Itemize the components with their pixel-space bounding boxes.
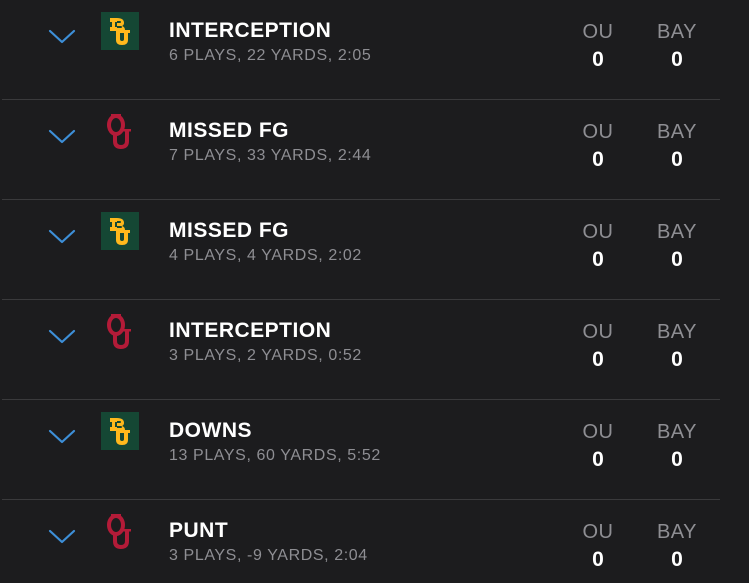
divider [2,499,720,500]
bay-score-column: BAY 0 [637,220,717,276]
drive-result: PUNT [169,519,229,542]
ou-score: 0 [592,248,604,271]
chevron-down-icon[interactable] [47,428,77,446]
baylor-logo [101,212,139,250]
ou-score: 0 [592,48,604,71]
ou-label: OU [582,121,614,143]
drive-summary: 13 PLAYS, 60 YARDS, 5:52 [169,447,381,464]
divider [2,199,720,200]
bay-score: 0 [671,248,683,271]
divider [2,399,720,400]
drive-summary: 4 PLAYS, 4 YARDS, 2:02 [169,247,362,264]
ou-score-column: OU 0 [558,220,638,276]
bay-score: 0 [671,548,683,571]
drive-result: INTERCEPTION [169,319,332,342]
drive-result: DOWNS [169,419,252,442]
ou-score: 0 [592,448,604,471]
ou-label: OU [582,421,614,443]
drive-result: MISSED FG [169,119,290,142]
chevron-down-icon[interactable] [47,228,77,246]
ou-score: 0 [592,148,604,171]
oklahoma-logo [101,512,139,550]
bay-score: 0 [671,148,683,171]
divider [2,299,720,300]
chevron-down-icon[interactable] [47,328,77,346]
oklahoma-logo [101,312,139,350]
bay-score-column: BAY 0 [637,120,717,176]
drive-row[interactable]: MISSED FG 4 PLAYS, 4 YARDS, 2:02 OU 0 BA… [0,200,749,300]
bay-label: BAY [656,421,698,443]
baylor-logo [101,12,139,50]
ou-score-column: OU 0 [558,320,638,376]
ou-label: OU [582,221,614,243]
chevron-down-icon[interactable] [47,528,77,546]
divider [2,99,720,100]
bay-score-column: BAY 0 [637,420,717,476]
bay-score: 0 [671,348,683,371]
ou-score-column: OU 0 [558,420,638,476]
ou-label: OU [582,321,614,343]
bay-score: 0 [671,448,683,471]
bay-score-column: BAY 0 [637,20,717,76]
oklahoma-logo [101,112,139,150]
drive-summary: 6 PLAYS, 22 YARDS, 2:05 [169,47,372,64]
ou-score: 0 [592,548,604,571]
ou-label: OU [582,21,614,43]
bay-score: 0 [671,48,683,71]
ou-score-column: OU 0 [558,20,638,76]
ou-score-column: OU 0 [558,520,638,576]
drive-row[interactable]: PUNT 3 PLAYS, -9 YARDS, 2:04 OU 0 BAY 0 [0,500,749,583]
drive-result: MISSED FG [169,219,290,242]
drive-row[interactable]: MISSED FG 7 PLAYS, 33 YARDS, 2:44 OU 0 B… [0,100,749,200]
ou-score: 0 [592,348,604,371]
drive-row[interactable]: INTERCEPTION 3 PLAYS, 2 YARDS, 0:52 OU 0… [0,300,749,400]
drive-row[interactable]: INTERCEPTION 6 PLAYS, 22 YARDS, 2:05 OU … [0,0,749,100]
drive-row[interactable]: DOWNS 13 PLAYS, 60 YARDS, 5:52 OU 0 BAY … [0,400,749,500]
chevron-down-icon[interactable] [47,28,77,46]
bay-label: BAY [656,521,698,543]
ou-label: OU [582,521,614,543]
bay-label: BAY [656,221,698,243]
ou-score-column: OU 0 [558,120,638,176]
bay-score-column: BAY 0 [637,320,717,376]
drive-result: INTERCEPTION [169,19,332,42]
bay-label: BAY [656,21,698,43]
bay-label: BAY [656,121,698,143]
baylor-logo [101,412,139,450]
bay-score-column: BAY 0 [637,520,717,576]
bay-label: BAY [656,321,698,343]
chevron-down-icon[interactable] [47,128,77,146]
drive-summary: 3 PLAYS, -9 YARDS, 2:04 [169,547,368,564]
drive-summary: 7 PLAYS, 33 YARDS, 2:44 [169,147,372,164]
drive-summary: 3 PLAYS, 2 YARDS, 0:52 [169,347,362,364]
